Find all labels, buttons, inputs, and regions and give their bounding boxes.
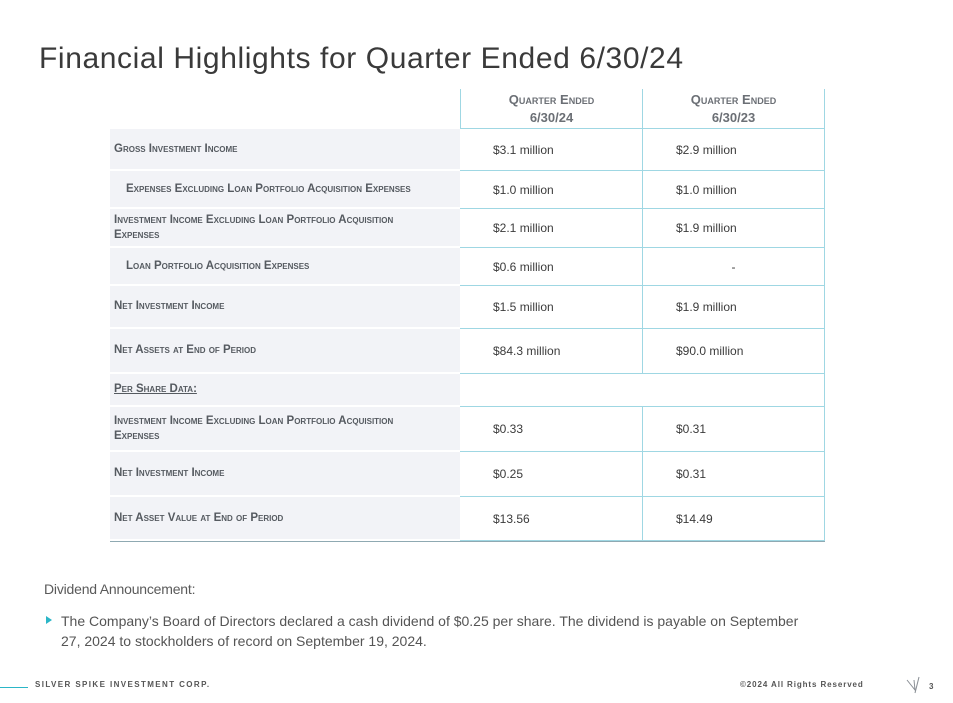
spike-logo-icon <box>906 676 920 694</box>
row-value-2023: $14.49 <box>643 497 825 541</box>
column-header-q2-2024: Quarter Ended 6/30/24 <box>460 89 643 129</box>
table-header-row: Quarter Ended 6/30/24 Quarter Ended 6/30… <box>110 89 825 129</box>
row-label: Loan Portfolio Acquisition Expenses <box>110 248 460 286</box>
row-value-2023: $90.0 million <box>643 329 825 374</box>
row-label: Investment Income Excluding Loan Portfol… <box>110 407 460 452</box>
page-number: 3 <box>929 682 934 691</box>
row-value-2024: $0.33 <box>460 407 643 452</box>
row-label: Net Asset Value at End of Period <box>110 497 460 541</box>
page-title: Financial Highlights for Quarter Ended 6… <box>39 42 684 75</box>
row-value-2023: $1.9 million <box>643 209 825 248</box>
row-value-2023: $1.9 million <box>643 286 825 329</box>
row-value-2024: $0.6 million <box>460 248 643 286</box>
row-value-2024: $3.1 million <box>460 129 643 171</box>
table-row: Net Investment Income $0.25 $0.31 <box>110 452 825 497</box>
section-label: Per Share Data: <box>110 374 460 407</box>
row-label: Net Assets at End of Period <box>110 329 460 374</box>
table-row: Net Investment Income $1.5 million $1.9 … <box>110 286 825 329</box>
dividend-text: The Company’s Board of Directors declare… <box>61 613 799 649</box>
table-row: Net Asset Value at End of Period $13.56 … <box>110 497 825 541</box>
table-row: Investment Income Excluding Loan Portfol… <box>110 407 825 452</box>
row-value-2023: $0.31 <box>643 407 825 452</box>
footer-company-name: SILVER SPIKE INVESTMENT CORP. <box>35 680 211 689</box>
table-section-row: Per Share Data: <box>110 374 825 407</box>
row-value-2023: $2.9 million <box>643 129 825 171</box>
row-value-2024: $2.1 million <box>460 209 643 248</box>
row-label: Expenses Excluding Loan Portfolio Acquis… <box>110 171 460 209</box>
row-value-2024: $1.0 million <box>460 171 643 209</box>
footer-copyright: ©2024 All Rights Reserved <box>740 680 864 689</box>
row-value-2023: $0.31 <box>643 452 825 497</box>
financial-highlights-table: Quarter Ended 6/30/24 Quarter Ended 6/30… <box>110 89 825 542</box>
row-label: Net Investment Income <box>110 452 460 497</box>
bullet-arrow-icon <box>46 616 52 624</box>
row-value-2024: $13.56 <box>460 497 643 541</box>
row-label: Net Investment Income <box>110 286 460 329</box>
row-label: Investment Income Excluding Loan Portfol… <box>110 209 460 248</box>
row-value-2023: $1.0 million <box>643 171 825 209</box>
table-bottom-rule <box>110 541 825 542</box>
row-label: Gross Investment Income <box>110 129 460 171</box>
column-header-q2-2023: Quarter Ended 6/30/23 <box>643 89 825 129</box>
row-value-2024: $84.3 million <box>460 329 643 374</box>
table-row: Gross Investment Income $3.1 million $2.… <box>110 129 825 171</box>
table-row: Loan Portfolio Acquisition Expenses $0.6… <box>110 248 825 286</box>
row-value-2024: $1.5 million <box>460 286 643 329</box>
table-row: Investment Income Excluding Loan Portfol… <box>110 209 825 248</box>
table-row: Net Assets at End of Period $84.3 millio… <box>110 329 825 374</box>
row-value-2023: - <box>643 248 825 286</box>
dividend-heading: Dividend Announcement: <box>44 581 196 597</box>
table-row: Expenses Excluding Loan Portfolio Acquis… <box>110 171 825 209</box>
row-value-2024: $0.25 <box>460 452 643 497</box>
footer-accent-line <box>0 687 28 688</box>
